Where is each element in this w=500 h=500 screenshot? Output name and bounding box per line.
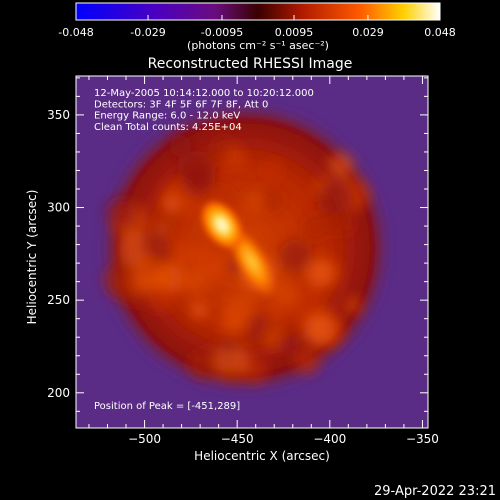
- colorbar-tick-label: 0.0095: [275, 26, 314, 39]
- chart-title: Reconstructed RHESSI Image: [148, 56, 353, 72]
- peak-label: Position of Peak = [-451,289]: [94, 401, 240, 412]
- colorbar: -0.048 -0.029 -0.0095 0.0095 0.029 0.048 (pho…: [58, 2, 456, 52]
- colorbar-gradient: [75, 2, 441, 21]
- x-tick-label: −350: [406, 432, 439, 446]
- emission-blob: [259, 187, 284, 213]
- colorbar-units-label: (photons cm⁻² s⁻¹ asec⁻²): [187, 39, 329, 52]
- emission-blob: [105, 196, 137, 228]
- info-line: Detectors: 3F 4F 5F 6F 7F 8F, Att 0: [94, 99, 268, 110]
- emission-blob: [167, 241, 194, 268]
- emission-blob: [271, 280, 299, 308]
- emission-blob: [331, 211, 356, 236]
- emission-blob: [102, 262, 141, 300]
- emission-texture: [102, 134, 371, 384]
- emission-blob: [224, 146, 246, 169]
- footer-timestamp: 29-Apr-2022 23:21: [374, 484, 496, 499]
- colorbar-ticks: -0.048 -0.029 -0.0095 0.0095 0.029 0.048: [58, 15, 456, 39]
- info-line: 12-May-2005 10:14:12.000 to 10:20:12.000: [94, 88, 314, 99]
- emission-blob: [343, 295, 362, 314]
- emission-blob: [303, 315, 334, 346]
- emission-blob: [192, 241, 232, 281]
- colorbar-tick-label: -0.048: [58, 26, 93, 39]
- colorbar-tick-label: -0.0095: [201, 26, 243, 39]
- emission-blob: [181, 269, 207, 296]
- plot-frame: [75, 75, 429, 429]
- emission-blob: [279, 239, 312, 273]
- colorbar-tick-label: -0.029: [130, 26, 165, 39]
- axis-ticks: −500 −450 −400 −350 200 250 300 350: [47, 76, 439, 446]
- x-tick-label: −400: [313, 432, 346, 446]
- info-text-block: 12-May-2005 10:14:12.000 to 10:20:12.000…: [94, 88, 314, 133]
- emission-blob: [219, 336, 239, 356]
- y-tick-label: 250: [47, 293, 70, 307]
- x-axis-label: Heliocentric X (arcsec): [194, 449, 330, 463]
- info-line: Clean Total counts: 4.25E+04: [94, 122, 242, 133]
- x-tick-label: −500: [128, 432, 161, 446]
- y-tick-label: 200: [47, 386, 70, 400]
- y-tick-label: 300: [47, 201, 70, 215]
- emission-blob: [328, 152, 354, 179]
- colorbar-tick-label: 0.029: [352, 26, 384, 39]
- y-tick-label: 350: [47, 108, 70, 122]
- emission-blob: [190, 300, 209, 319]
- emission-blob: [223, 366, 240, 383]
- emission-blob: [220, 312, 245, 337]
- emission-blob: [302, 214, 330, 241]
- emission-blob: [306, 259, 334, 287]
- emission-blob: [161, 194, 180, 213]
- x-tick-label: −450: [221, 432, 254, 446]
- colorbar-tick-label: 0.048: [424, 26, 456, 39]
- emission-blob: [169, 134, 192, 157]
- emission-blob: [263, 160, 282, 179]
- emission-blob: [181, 164, 216, 199]
- heatmap-image: [95, 98, 395, 398]
- flare-kernel-core: [200, 199, 244, 251]
- emission-blob: [133, 255, 171, 294]
- emission-blob: [264, 305, 282, 323]
- emission-blob: [187, 349, 218, 380]
- plot-area: −500 −450 −400 −350 200 250 300 350 12-May-2005…: [47, 75, 439, 446]
- emission-blob: [317, 181, 353, 217]
- emission-blob: [276, 333, 299, 356]
- info-line: Energy Range: 6.0 - 12.0 keV: [94, 111, 240, 122]
- y-axis-label: Heliocentric Y (arcsec): [25, 190, 39, 325]
- emission-blob: [293, 347, 321, 375]
- emission-blob: [166, 220, 191, 245]
